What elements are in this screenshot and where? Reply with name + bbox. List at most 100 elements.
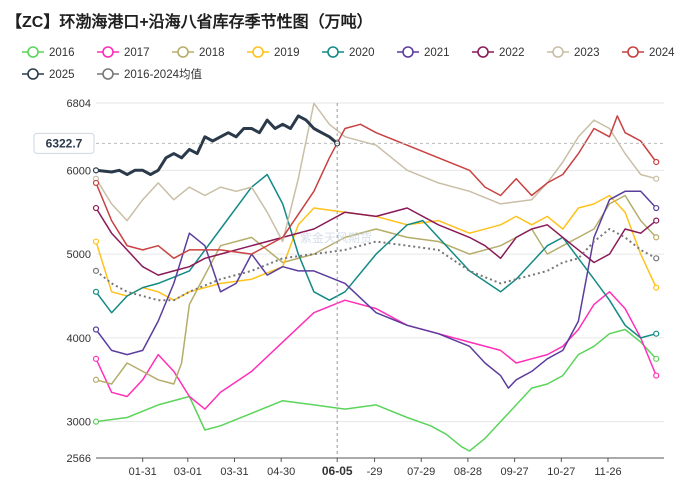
data-point bbox=[653, 284, 660, 291]
legend-item-2022[interactable]: 2022 bbox=[472, 46, 525, 59]
x-tick-label: -29 bbox=[367, 466, 383, 478]
series-line bbox=[95, 102, 657, 243]
legend-swatch-marker bbox=[477, 46, 489, 58]
cursor-value-badge bbox=[33, 132, 95, 154]
cursor-value-text: 6322.7 bbox=[46, 136, 83, 150]
data-point bbox=[653, 204, 660, 212]
data-point bbox=[653, 234, 660, 241]
legend-swatch-marker bbox=[627, 46, 639, 58]
legend-label: 2017 bbox=[124, 47, 150, 59]
series-line bbox=[95, 173, 657, 339]
legend-item-2020[interactable]: 2020 bbox=[322, 46, 375, 59]
data-point bbox=[92, 288, 100, 295]
x-tick-label: 03-01 bbox=[174, 466, 202, 478]
legend-item-2023[interactable]: 2023 bbox=[547, 46, 600, 59]
legend-item-2021[interactable]: 2021 bbox=[397, 46, 450, 59]
series-line bbox=[95, 194, 657, 385]
legend-item-2018[interactable]: 2018 bbox=[172, 46, 225, 59]
series-group bbox=[92, 102, 660, 452]
series-line bbox=[95, 228, 657, 302]
chart-title: 【ZC】环渤海港口+沿海八省库存季节性图（万吨） bbox=[6, 14, 373, 31]
legend-label: 2020 bbox=[349, 47, 375, 59]
series-2025 bbox=[92, 114, 341, 176]
series-2016-2024 bbox=[92, 228, 660, 302]
data-point bbox=[92, 326, 100, 333]
series-2024 bbox=[92, 115, 660, 260]
legend-swatch-marker bbox=[27, 46, 39, 58]
title-bar: 【ZC】环渤海港口+沿海八省库存季节性图（万吨） bbox=[0, 0, 700, 36]
legend-label: 2018 bbox=[199, 47, 225, 59]
series-line bbox=[95, 291, 657, 410]
legend-label: 2016-2024均值 bbox=[124, 68, 202, 81]
series-line bbox=[95, 190, 657, 389]
x-tick-label: 08-28 bbox=[454, 466, 482, 478]
x-tick-label: 09-27 bbox=[501, 466, 529, 478]
data-point bbox=[653, 355, 660, 362]
legend-label: 2022 bbox=[499, 47, 525, 59]
data-point bbox=[92, 179, 100, 187]
series-2020 bbox=[92, 173, 660, 339]
legend-swatch-marker bbox=[102, 68, 114, 80]
x-tick-label: 07-29 bbox=[407, 466, 435, 478]
data-point bbox=[653, 175, 660, 182]
series-2021 bbox=[92, 190, 660, 389]
series-2018 bbox=[92, 194, 660, 385]
x-tick-label: 11-26 bbox=[594, 466, 621, 478]
data-point bbox=[92, 167, 100, 174]
series-2017 bbox=[92, 291, 660, 410]
legend-label: 2019 bbox=[274, 47, 300, 59]
data-point bbox=[92, 355, 100, 362]
series-line bbox=[95, 114, 339, 176]
legend-swatch-marker bbox=[552, 46, 564, 58]
legend: 2016 2017 2018 2019 2020 2021 2022 2023 2024 2025… bbox=[22, 46, 675, 81]
data-point bbox=[653, 330, 660, 337]
legend-label: 2025 bbox=[49, 69, 75, 81]
cursor-indicator: 6322.7 bbox=[33, 103, 664, 458]
y-tick-label: 3000 bbox=[67, 417, 91, 429]
x-tick-label: 04-30 bbox=[267, 466, 295, 478]
legend-swatch-marker bbox=[252, 46, 264, 58]
legend-item-2016-2024[interactable]: 2016-2024均值 bbox=[97, 68, 202, 81]
y-tick-label: 5000 bbox=[67, 249, 91, 261]
series-line bbox=[95, 115, 657, 260]
legend-item-2024[interactable]: 2024 bbox=[622, 46, 675, 59]
data-point bbox=[92, 418, 100, 425]
series-line bbox=[95, 328, 657, 452]
legend-label: 2021 bbox=[424, 47, 450, 59]
data-point bbox=[653, 372, 660, 379]
data-point bbox=[92, 267, 100, 274]
x-tick-label-cursor: 06-05 bbox=[322, 464, 353, 478]
legend-swatch-marker bbox=[27, 68, 39, 80]
y-tick-label: 2566 bbox=[67, 453, 91, 465]
y-tick-label: 4000 bbox=[67, 333, 91, 345]
data-point bbox=[653, 158, 660, 166]
legend-item-2016[interactable]: 2016 bbox=[22, 46, 75, 59]
legend-swatch-marker bbox=[177, 46, 189, 58]
legend-swatch-marker bbox=[402, 46, 414, 58]
legend-item-2017[interactable]: 2017 bbox=[97, 46, 150, 59]
data-point bbox=[92, 376, 100, 383]
series-2023 bbox=[92, 102, 660, 243]
data-point bbox=[653, 255, 660, 262]
data-point bbox=[653, 217, 660, 224]
data-point bbox=[92, 204, 100, 212]
legend-label: 2016 bbox=[49, 47, 75, 59]
legend-item-2019[interactable]: 2019 bbox=[247, 46, 300, 59]
watermark-text: 紫金天风期货 bbox=[300, 230, 372, 245]
series-line bbox=[95, 194, 657, 301]
legend-label: 2023 bbox=[574, 47, 600, 59]
y-tick-label: 6000 bbox=[67, 165, 91, 177]
data-point bbox=[92, 238, 100, 245]
series-2019 bbox=[92, 194, 660, 301]
legend-swatch-marker bbox=[102, 46, 114, 58]
legend-item-2025[interactable]: 2025 bbox=[22, 68, 75, 81]
series-2016 bbox=[92, 328, 660, 452]
legend-label: 2024 bbox=[649, 47, 675, 59]
x-tick-label: 03-31 bbox=[220, 466, 248, 478]
legend-swatch-marker bbox=[327, 46, 339, 58]
axes: 2566 3000 4000 5000 6000 6804 01-31 03-01 03-31 0… bbox=[67, 98, 664, 478]
x-tick-label: 01-31 bbox=[129, 466, 157, 478]
y-tick-label: 6804 bbox=[67, 98, 91, 110]
